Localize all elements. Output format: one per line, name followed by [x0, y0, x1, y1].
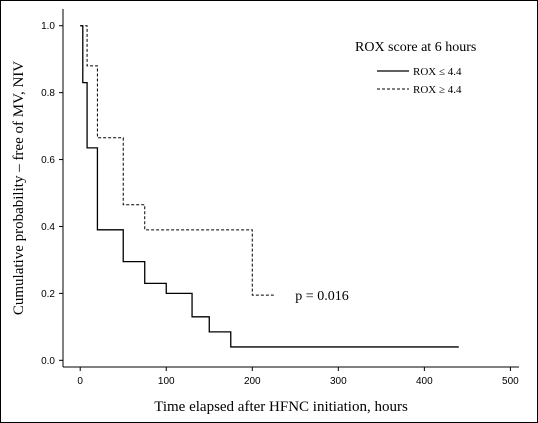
p-value-annotation: p = 0.016	[295, 289, 348, 304]
series-line-rox-ge	[80, 25, 274, 296]
y-tick-label: 0.8	[41, 88, 55, 99]
y-tick-label: 0.4	[41, 222, 55, 233]
legend: ROX score at 6 hours ROX ≤ 4.4 ROX ≥ 4.4	[355, 40, 476, 96]
y-tick-label: 1.0	[41, 21, 55, 32]
x-tick-label: 400	[416, 376, 433, 387]
x-axis-ticks: 0 100 200 300 400 500	[77, 367, 519, 387]
series-line-rox-le	[80, 25, 459, 348]
y-tick-label: 0.2	[41, 289, 55, 300]
series-layer	[80, 25, 459, 348]
y-tick-label: 0.6	[41, 155, 55, 166]
x-tick-label: 200	[244, 376, 261, 387]
axes	[62, 9, 519, 368]
legend-label-rox-ge: ROX ≥ 4.4	[413, 84, 462, 96]
y-axis-ticks: 0.0 0.2 0.4 0.6 0.8 1.0	[41, 21, 63, 367]
x-tick-label: 500	[502, 376, 519, 387]
y-axis-title: Cumulative probability – free of MV, NIV	[11, 61, 27, 315]
x-tick-label: 100	[158, 376, 175, 387]
x-axis-title: Time elapsed after HFNC initiation, hour…	[154, 399, 408, 415]
y-tick-label: 0.0	[41, 356, 55, 367]
x-tick-label: 300	[330, 376, 347, 387]
legend-label-rox-le: ROX ≤ 4.4	[413, 66, 462, 78]
legend-title: ROX score at 6 hours	[355, 40, 476, 55]
x-tick-label: 0	[77, 376, 83, 387]
